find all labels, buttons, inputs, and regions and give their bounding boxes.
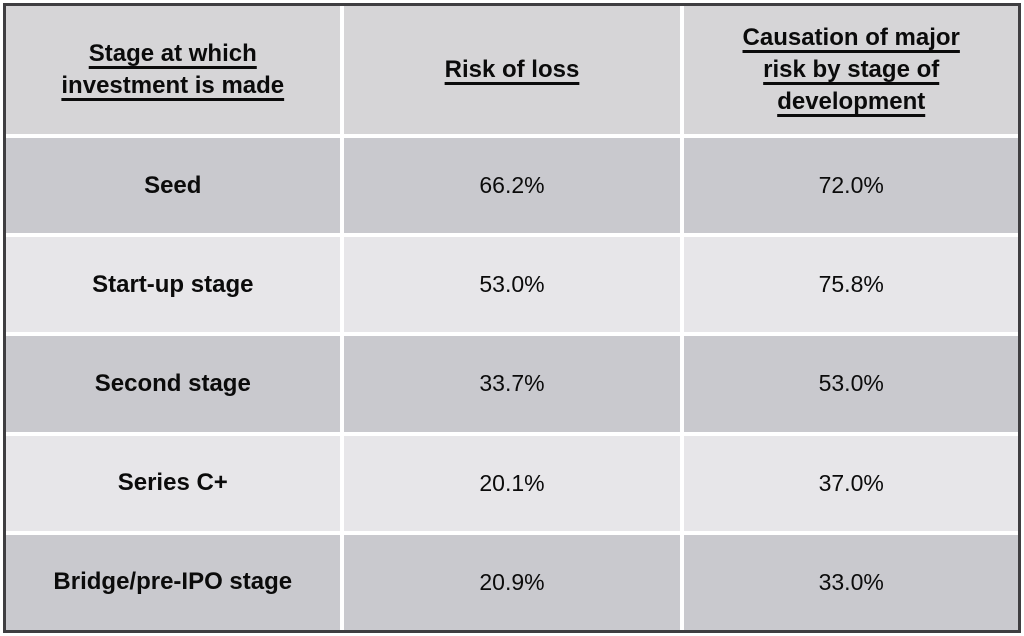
stage-label: Second stage — [94, 369, 251, 397]
causation-value: 53.0% — [818, 370, 884, 397]
column-header-risk-of-loss-label: Risk of loss — [444, 56, 580, 84]
table-row-bridge-risk-cell: 20.9% — [343, 534, 681, 630]
causation-value: 72.0% — [818, 172, 884, 199]
table-row-bridge-causation-cell: 33.0% — [684, 534, 1018, 630]
table-row-seriesc-risk-cell: 20.1% — [343, 435, 681, 531]
table-row-seed-stage-cell: Seed — [6, 138, 340, 234]
table-row-startup-stage-cell: Start-up stage — [6, 237, 340, 333]
column-header-causation: Causation of major risk by stage of deve… — [684, 6, 1018, 134]
table-grid: Stage at which investment is made Risk o… — [6, 6, 1018, 630]
table-row-second-stage-cell: Second stage — [6, 336, 340, 432]
table-row-seriesc-stage-cell: Series C+ — [6, 435, 340, 531]
column-header-stage: Stage at which investment is made — [6, 6, 340, 134]
table-row-startup-risk-cell: 53.0% — [343, 237, 681, 333]
column-header-risk-of-loss: Risk of loss — [343, 6, 681, 134]
table-row-bridge-stage-cell: Bridge/pre-IPO stage — [6, 534, 340, 630]
column-header-stage-label: Stage at which investment is made — [61, 40, 285, 99]
investment-risk-table: Stage at which investment is made Risk o… — [3, 3, 1021, 633]
column-header-causation-label: Causation of major risk by stage of deve… — [742, 24, 960, 115]
causation-value: 37.0% — [818, 469, 884, 496]
risk-of-loss-value: 66.2% — [479, 172, 545, 199]
stage-label: Bridge/pre-IPO stage — [53, 568, 293, 596]
risk-of-loss-value: 33.7% — [479, 370, 545, 397]
risk-of-loss-value: 20.9% — [479, 568, 545, 595]
stage-label: Start-up stage — [92, 270, 254, 298]
table-row-seriesc-causation-cell: 37.0% — [684, 435, 1018, 531]
table-row-second-causation-cell: 53.0% — [684, 336, 1018, 432]
causation-value: 33.0% — [818, 568, 884, 595]
causation-value: 75.8% — [818, 271, 884, 298]
table-row-second-risk-cell: 33.7% — [343, 336, 681, 432]
risk-of-loss-value: 20.1% — [479, 469, 545, 496]
table-row-seed-causation-cell: 72.0% — [684, 138, 1018, 234]
table-row-seed-risk-cell: 66.2% — [343, 138, 681, 234]
risk-of-loss-value: 53.0% — [479, 271, 545, 298]
stage-label: Series C+ — [117, 469, 228, 497]
table-row-startup-causation-cell: 75.8% — [684, 237, 1018, 333]
stage-label: Seed — [144, 171, 202, 199]
